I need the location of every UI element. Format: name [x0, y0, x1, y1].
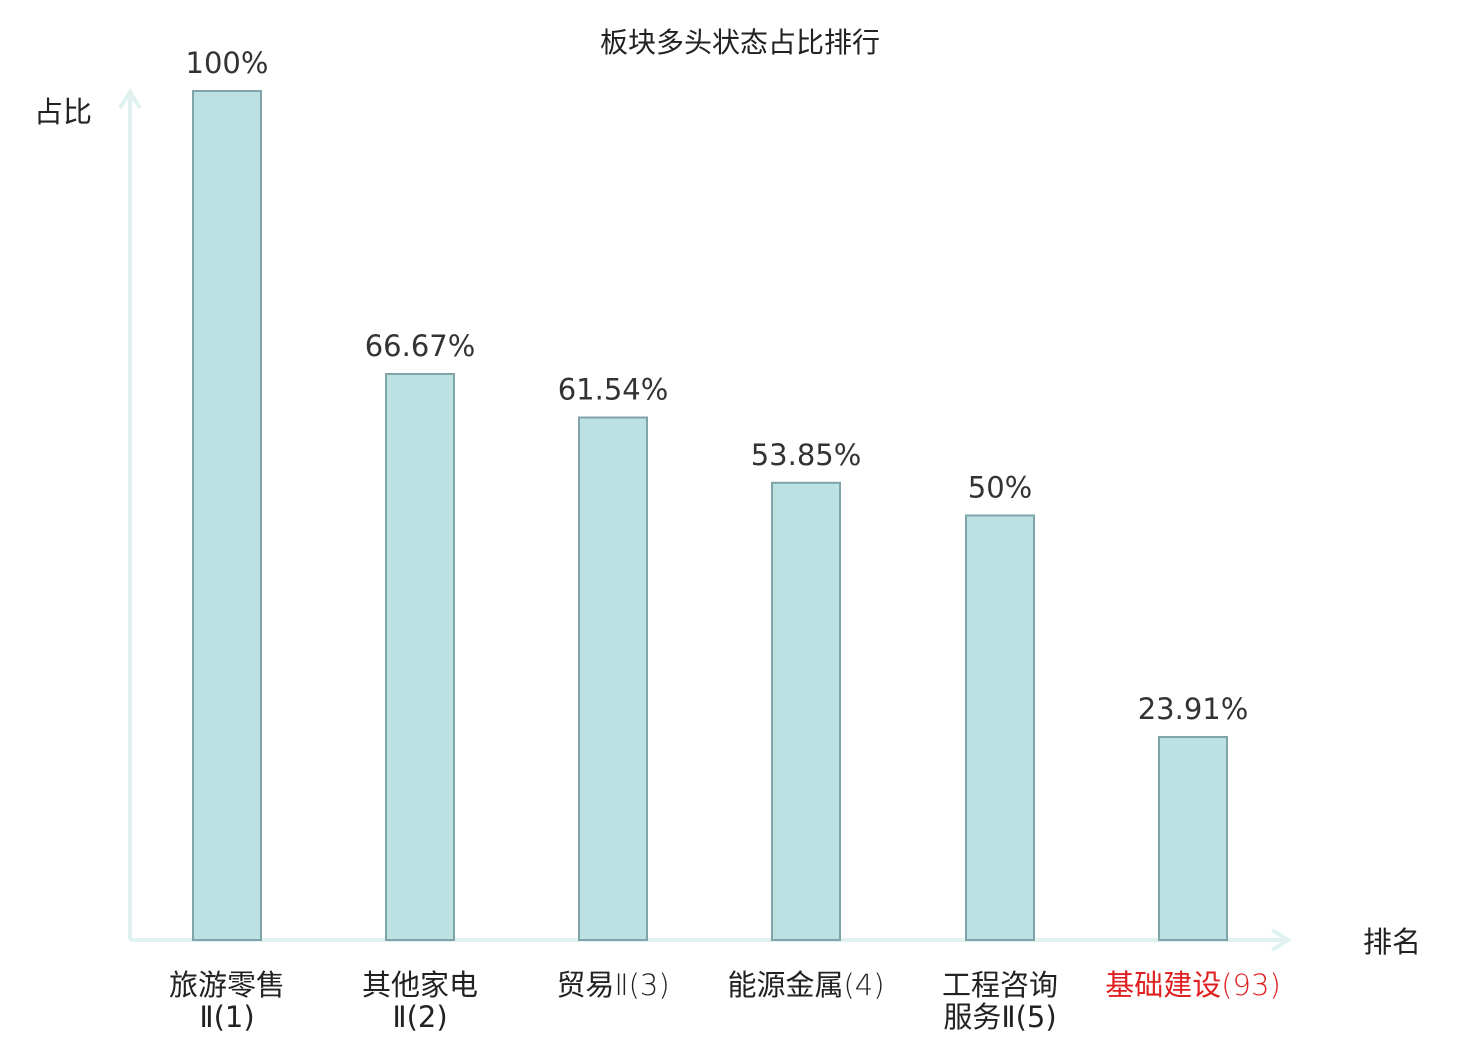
category-label: 基础建设(93): [1105, 968, 1281, 1002]
category-label: 贸易Ⅱ(3): [556, 968, 669, 1002]
bar: [192, 90, 262, 941]
y-axis-label: 占比: [34, 95, 92, 129]
bar: [965, 514, 1035, 941]
bar-value-label: 53.85%: [751, 438, 862, 472]
x-axis-arrow-icon: [1270, 928, 1292, 952]
axes: [118, 88, 1292, 952]
category-rank: Ⅱ(1): [199, 1000, 254, 1034]
bar-value-label: 23.91%: [1138, 692, 1249, 726]
bar-value-label: 66.67%: [365, 329, 476, 363]
category-rank: (4): [843, 968, 884, 1002]
category-rank: (93): [1221, 968, 1281, 1002]
chart-title: 板块多头状态占比排行: [600, 26, 880, 59]
category-name: 其他家电: [362, 968, 478, 1002]
value-labels-group: 100% 66.67% 61.54% 53.85% 50% 23.91%: [186, 46, 1249, 726]
bar-value-label: 61.54%: [558, 373, 669, 407]
category-name: 服务Ⅱ(5): [943, 1000, 1056, 1034]
category-rank: Ⅱ(3): [614, 968, 669, 1002]
bar-value-label: 50%: [968, 471, 1032, 505]
category-name: 工程咨询: [942, 968, 1058, 1002]
bar: [385, 372, 455, 942]
category-rank: Ⅱ(2): [392, 1000, 447, 1034]
y-axis-arrow-icon: [118, 88, 142, 110]
bars-group: [192, 90, 1228, 942]
category-name: 贸易: [556, 968, 614, 1002]
bar-value-label: 100%: [186, 46, 269, 80]
bar: [1158, 736, 1228, 941]
category-name: 旅游零售: [169, 968, 285, 1002]
x-axis-label: 排名: [1363, 925, 1421, 959]
bar: [578, 416, 648, 941]
category-name: 基础建设: [1105, 968, 1221, 1002]
category-rank: Ⅱ(5): [1001, 1000, 1056, 1034]
bar: [771, 481, 841, 941]
category-name: 能源金属: [727, 968, 843, 1002]
category-label: 能源金属(4): [727, 968, 884, 1002]
